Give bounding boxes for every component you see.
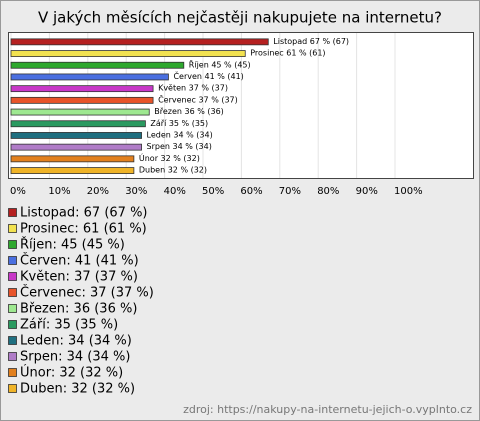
legend-swatch (8, 224, 17, 233)
bar (10, 50, 246, 57)
legend-label: Září: 35 (35 %) (20, 318, 118, 333)
x-tick-label: 70% (279, 186, 301, 197)
legend-swatch (8, 288, 17, 297)
value-label: Srpen 34 % (34) (147, 142, 212, 151)
legend-swatch (8, 256, 17, 265)
value-label: Září 35 % (35) (150, 119, 208, 128)
bar (10, 132, 142, 139)
legend-label: Únor: 32 (32 %) (20, 365, 123, 381)
bar (10, 120, 146, 128)
legend-swatch (8, 304, 17, 313)
value-label: Červen 41 % (41) (173, 70, 243, 81)
bar (10, 85, 154, 93)
chart-title: V jakých měsících nejčastěji nakupujete … (38, 9, 442, 27)
bar (10, 167, 135, 174)
value-label: Říjen 45 % (45) (189, 59, 251, 69)
value-label: Leden 34 % (34) (147, 130, 213, 139)
source: zdroj: https://nakupy-na-internetu-jejic… (183, 403, 472, 416)
value-label: Březen 36 % (36) (154, 107, 224, 116)
legend-label: Prosinec: 61 (61 %) (20, 222, 147, 237)
legend-label: Leden: 34 (34 %) (20, 334, 132, 349)
value-label: Květen 37 % (37) (158, 84, 228, 93)
legend-swatch (8, 336, 17, 345)
x-tick-label: 50% (202, 186, 224, 197)
bar (10, 143, 142, 151)
legend-swatch (8, 368, 17, 377)
legend-label: Říjen: 45 (45 %) (20, 237, 125, 253)
legend-label: Listopad: 67 (67 %) (20, 206, 148, 221)
x-tick-label: 0% (10, 186, 26, 197)
bar (10, 61, 185, 69)
legend-label: Srpen: 34 (34 %) (20, 350, 130, 365)
value-label: Prosinec 61 % (61) (250, 49, 325, 58)
legend-swatch (8, 352, 17, 361)
legend-swatch (8, 320, 17, 329)
legend-swatch (8, 272, 17, 281)
legend-label: Duben: 32 (32 %) (20, 382, 135, 397)
bar (10, 96, 154, 104)
x-tick-label: 40% (164, 186, 186, 197)
value-label: Únor 32 % (32) (139, 152, 200, 163)
bar (10, 73, 169, 81)
legend-label: Červenec: 37 (37 %) (20, 285, 154, 301)
value-label: Červenec 37 % (37) (158, 93, 238, 104)
legend-label: Březen: 36 (36 %) (20, 302, 137, 317)
bar (10, 38, 269, 46)
x-tick-label: 30% (125, 186, 147, 197)
legend-label: Květen: 37 (37 %) (20, 270, 138, 285)
x-tick-label: 60% (240, 186, 262, 197)
legend-swatch (8, 384, 17, 393)
x-tick-label: 100% (394, 186, 423, 197)
legend-swatch (8, 208, 17, 217)
value-label: Listopad 67 % (67) (273, 37, 349, 46)
bar (10, 155, 135, 163)
x-tick-label: 20% (87, 186, 109, 197)
bar (10, 108, 150, 116)
x-tick-label: 80% (317, 186, 339, 197)
legend-label: Červen: 41 (41 %) (20, 253, 139, 269)
legend-swatch (8, 240, 17, 249)
x-tick-label: 10% (48, 186, 70, 197)
x-tick-label: 90% (356, 186, 378, 197)
value-label: Duben 32 % (32) (139, 166, 207, 175)
